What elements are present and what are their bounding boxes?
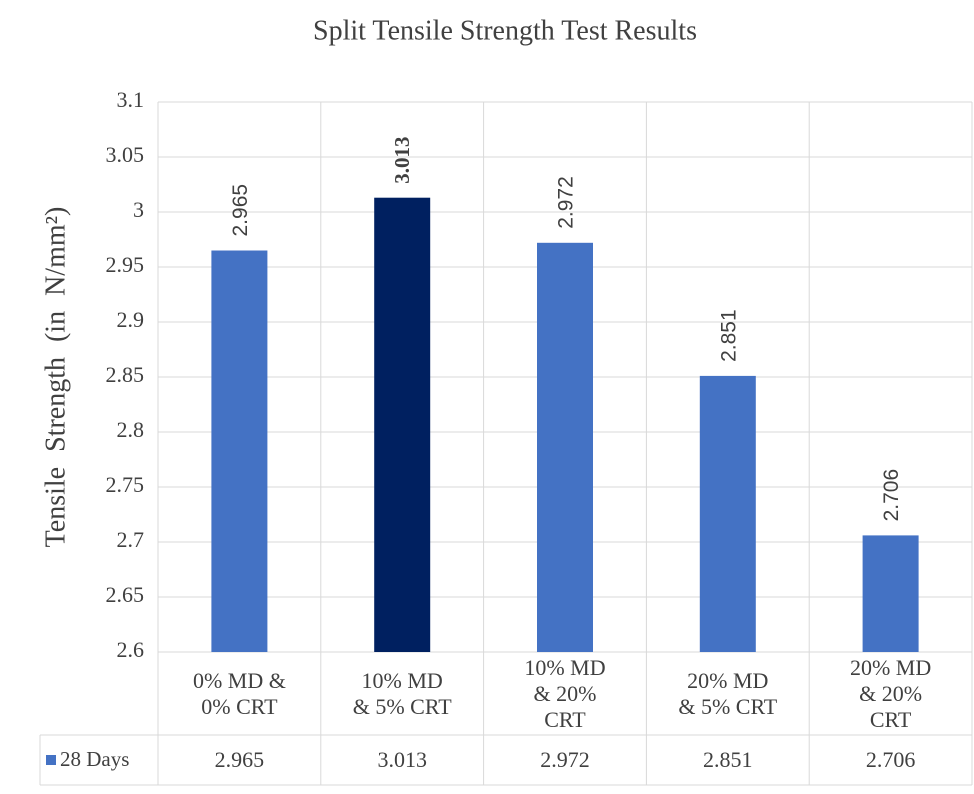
table-value: 2.965	[214, 747, 265, 772]
y-tick-label: 2.6	[117, 637, 145, 662]
data-label: 2.972	[555, 176, 578, 229]
x-tick-label: 0% MD & 0% CRT	[192, 667, 286, 719]
y-tick-label: 3	[133, 197, 144, 222]
y-tick-label: 2.8	[117, 417, 145, 442]
y-tick-label: 2.85	[106, 362, 145, 387]
legend-label: 28 Days	[60, 747, 129, 771]
y-axis-title: Tensile Strength (in N/mm²)	[40, 207, 71, 548]
y-tick-label: 2.65	[106, 582, 145, 607]
bar	[862, 535, 919, 652]
data-label: 2.851	[717, 309, 740, 362]
chart-title: Split Tensile Strength Test Results	[313, 15, 697, 46]
y-tick-label: 2.95	[106, 252, 145, 277]
y-tick-label: 3.1	[117, 87, 145, 112]
y-tick-label: 3.05	[106, 142, 145, 167]
data-label: 3.013	[390, 136, 414, 183]
bar	[537, 242, 593, 653]
data-label: 2.965	[229, 184, 252, 237]
x-tick-label: 20% MD & 5% CRT	[678, 667, 778, 719]
bar	[211, 250, 268, 652]
bar	[699, 375, 756, 652]
table-value: 3.013	[377, 747, 427, 772]
table-value: 2.972	[540, 747, 590, 772]
legend-swatch	[46, 755, 56, 765]
y-tick-label: 2.9	[117, 307, 145, 332]
table-value: 2.851	[703, 747, 753, 772]
x-tick-label: 20% MD & 20% CRT	[849, 654, 932, 732]
y-tick-label: 2.7	[117, 527, 145, 552]
bar	[374, 197, 431, 652]
x-tick-label: 10% MD & 20% CRT	[524, 654, 606, 732]
data-label: 2.706	[880, 469, 903, 522]
y-tick-label: 2.75	[106, 472, 145, 497]
x-tick-label: 10% MD & 5% CRT	[352, 667, 452, 719]
table-value: 2.706	[865, 747, 916, 772]
